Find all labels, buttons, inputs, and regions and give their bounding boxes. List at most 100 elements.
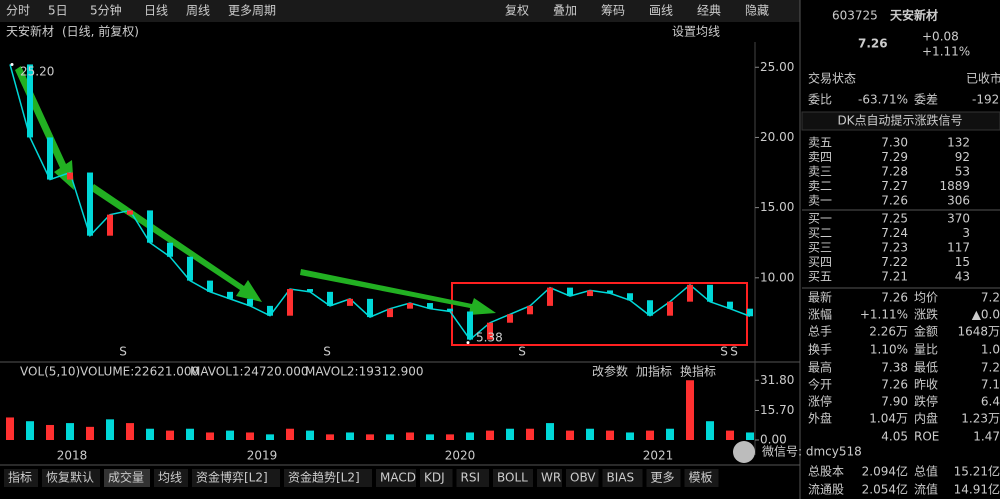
candle bbox=[347, 298, 353, 306]
toolbar-button[interactable]: 复权 bbox=[505, 4, 529, 18]
ma-setting[interactable]: 设置均线 bbox=[672, 25, 720, 39]
toolbar-button[interactable]: 叠加 bbox=[553, 4, 577, 18]
tab-bg bbox=[420, 469, 453, 487]
candle bbox=[187, 256, 193, 281]
toolbar-button[interactable]: 隐藏 bbox=[745, 4, 769, 18]
stat-label: 最高 bbox=[808, 360, 832, 375]
indicator-tab[interactable]: 模板 bbox=[689, 471, 713, 485]
toolbar-tab[interactable]: 分时 bbox=[6, 4, 30, 18]
stat-value: 2.26万 bbox=[869, 325, 908, 339]
indicator-button[interactable]: 改参数 bbox=[592, 364, 628, 379]
book-price: 7.25 bbox=[881, 212, 908, 226]
indicator-tab[interactable]: KDJ bbox=[424, 471, 445, 485]
indicator-tab[interactable]: RSI bbox=[461, 471, 481, 485]
stat-label: 均价 bbox=[914, 291, 938, 305]
x-tick-label: 2019 bbox=[247, 449, 278, 463]
toolbar-tab[interactable]: 日线 bbox=[144, 4, 168, 18]
candle bbox=[107, 214, 113, 236]
change-pct: +1.11% bbox=[922, 45, 970, 59]
toolbar-button[interactable]: 筹码 bbox=[601, 4, 625, 18]
toolbar-tab[interactable]: 周线 bbox=[186, 4, 210, 18]
book-label: 卖三 bbox=[808, 165, 832, 179]
signal-link[interactable]: DK点自动提示涨跌信号 bbox=[837, 113, 962, 128]
book-volume: 15 bbox=[955, 255, 970, 269]
stat-value: 6.4 bbox=[981, 395, 1000, 409]
volume-bar bbox=[726, 430, 734, 440]
x-tick-label: 2020 bbox=[445, 449, 476, 463]
toolbar-tab[interactable]: 更多周期 bbox=[228, 4, 276, 18]
watermark-icon bbox=[733, 441, 755, 463]
book-label: 卖一 bbox=[808, 194, 832, 208]
x-tick-label: 2018 bbox=[57, 449, 88, 463]
stat-label: 量比 bbox=[914, 343, 938, 357]
volume-bar bbox=[446, 434, 454, 440]
toolbar-tab[interactable]: 5分钟 bbox=[90, 3, 122, 18]
indicator-tab[interactable]: BIAS bbox=[607, 471, 635, 485]
book-price: 7.24 bbox=[881, 226, 908, 240]
indicator-tab[interactable]: 恢复默认 bbox=[46, 470, 94, 485]
indicator-tab[interactable]: 均线 bbox=[158, 471, 182, 485]
candle bbox=[627, 293, 633, 301]
volume-bar bbox=[506, 428, 514, 440]
status-label: 交易状态 bbox=[808, 71, 856, 86]
indicator-tab[interactable]: 资金博弈[L2] bbox=[196, 470, 268, 485]
indicator-button[interactable]: 换指标 bbox=[680, 364, 716, 379]
stat-value: 1.23万 bbox=[961, 412, 1000, 426]
book-volume: 117 bbox=[947, 241, 970, 255]
volume-bar bbox=[246, 432, 254, 440]
stat-value: 7.26 bbox=[881, 291, 908, 305]
tab-bg bbox=[602, 469, 643, 487]
indicator-tab[interactable]: 成交量 bbox=[108, 470, 144, 485]
candle bbox=[147, 210, 153, 243]
tab-bg bbox=[104, 469, 150, 487]
volume-bar bbox=[106, 419, 114, 440]
indicator-tab[interactable]: MACD bbox=[380, 471, 416, 485]
indicator-tab[interactable]: 更多 bbox=[651, 471, 675, 485]
indicator-tab[interactable]: 资金趋势[L2] bbox=[288, 470, 360, 485]
stat-label: 跌停 bbox=[914, 394, 938, 409]
ratio-value: -192 bbox=[972, 93, 999, 107]
indicator-tab[interactable]: WR bbox=[541, 471, 561, 485]
candle bbox=[267, 305, 273, 316]
volume-bar bbox=[646, 430, 654, 440]
indicator-tab[interactable]: 指标 bbox=[8, 470, 32, 485]
indicator-tab[interactable]: OBV bbox=[570, 471, 596, 485]
candle bbox=[47, 137, 53, 180]
indicator-tab[interactable]: BOLL bbox=[497, 471, 528, 485]
stat-value: +1.11% bbox=[860, 308, 908, 322]
signal-marker: S bbox=[730, 345, 738, 359]
volume-bar bbox=[206, 432, 214, 440]
stat-label: 外盘 bbox=[808, 411, 832, 426]
volume-bar bbox=[26, 421, 34, 440]
indicator-button[interactable]: 加指标 bbox=[636, 364, 672, 379]
stat-label: 流通股 bbox=[808, 483, 844, 497]
candle bbox=[647, 300, 653, 316]
candle bbox=[547, 287, 553, 306]
y-tick-label: 20.00 bbox=[760, 130, 794, 144]
book-volume: 53 bbox=[955, 165, 970, 179]
change: +0.08 bbox=[922, 30, 959, 44]
book-price: 7.26 bbox=[881, 194, 908, 208]
toolbar-tab[interactable]: 5日 bbox=[48, 4, 68, 18]
toolbar-button[interactable]: 经典 bbox=[697, 4, 721, 18]
stat-value: ▲0.0 bbox=[972, 308, 1000, 322]
volume-bar bbox=[466, 432, 474, 440]
stat-value: 1.10% bbox=[870, 343, 908, 357]
stat-value: 15.21亿 bbox=[954, 464, 1000, 479]
indicator-label: VOL(5,10) bbox=[20, 365, 80, 379]
tab-bg bbox=[684, 469, 719, 487]
stat-value: 1648万 bbox=[957, 325, 1000, 339]
candle bbox=[207, 280, 213, 292]
volume-bar bbox=[266, 434, 274, 440]
indicator-label: MAVOL2:19312.900 bbox=[305, 365, 424, 379]
volume-bar bbox=[86, 426, 94, 440]
annotation-point bbox=[466, 341, 470, 345]
status-value: 已收市 bbox=[966, 71, 1000, 86]
candle bbox=[167, 242, 173, 257]
toolbar-button[interactable]: 画线 bbox=[649, 4, 673, 18]
book-label: 买一 bbox=[808, 212, 832, 226]
last-price: 7.26 bbox=[858, 37, 888, 51]
stat-value: 2.094亿 bbox=[862, 464, 908, 479]
candle bbox=[727, 301, 733, 309]
